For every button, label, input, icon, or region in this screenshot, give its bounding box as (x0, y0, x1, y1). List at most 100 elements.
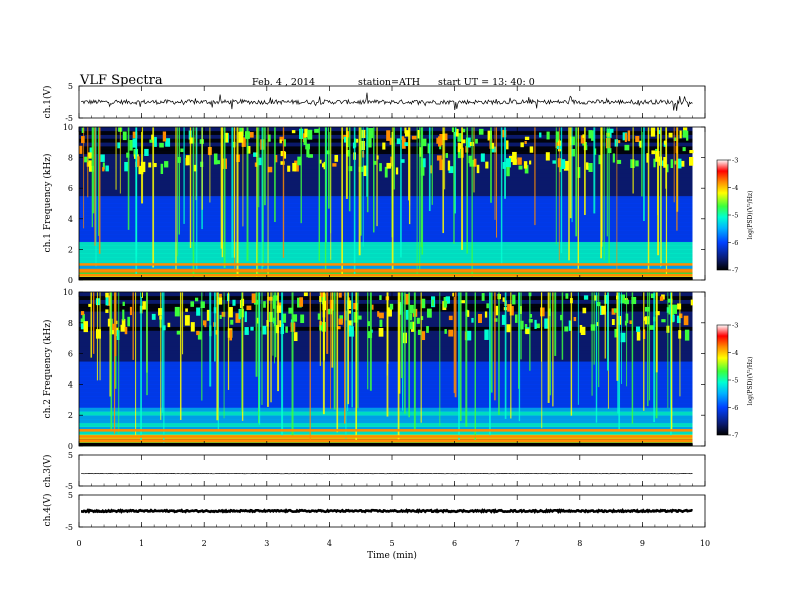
ch1-spectrogram-lf-line (79, 269, 693, 272)
ch1-spectrogram-sferic (178, 127, 180, 235)
ch2-spectrogram-speckle (244, 327, 249, 335)
ch2-spectrogram-speckle (452, 292, 455, 297)
ch2-spectrogram-speckle (481, 293, 485, 301)
ch1-spectrogram-sferic (442, 127, 445, 234)
ch2-spectrogram-speckle (564, 326, 569, 332)
ch2-spectrogram-sferic (357, 292, 359, 409)
ch2-spectrogram-speckle (431, 299, 434, 306)
ch1-spectrogram-speckle (102, 162, 105, 170)
ch2-spectrogram-speckle (529, 314, 533, 318)
ch2-spectrogram-speckle (590, 324, 596, 331)
ch1-spectrogram-speckle (267, 166, 273, 173)
ch2-spectrogram-speckle (230, 319, 234, 325)
ch2-spectrogram-sferic (474, 292, 476, 442)
ch2-spectrogram-lf-line (79, 439, 693, 443)
ch2-spectrogram-speckle (263, 301, 266, 308)
ch2-spectrogram-sferic (459, 292, 462, 421)
ch2-spectrogram-sferic (140, 292, 142, 441)
ch2-spectrogram-speckle (122, 301, 125, 307)
ch2-spectrogram-speckle (190, 322, 195, 332)
ch1-spectrogram-sferic (209, 127, 211, 203)
ch1-spectrogram-sferic (94, 127, 97, 246)
ch1-spectrogram-speckle (382, 142, 386, 150)
ch2-spectrogram-freq-band (79, 357, 693, 362)
ch1-spectrogram-freq-band (79, 199, 693, 204)
ch2-spectrogram-speckle (219, 293, 222, 298)
ch1-spectrogram-speckle (105, 165, 109, 172)
ch1-spectrogram-ytick-label: 8 (68, 154, 73, 163)
ch2-spectrogram-sferic (618, 292, 621, 432)
ch1-spectrogram-speckle (506, 140, 509, 150)
ch2-spectrogram-speckle (235, 313, 241, 323)
ch1-spectrogram-speckle (439, 143, 442, 150)
ch1-spectrogram-freq-band (79, 146, 693, 151)
ch1-spectrogram-speckle (193, 164, 198, 172)
ch1-spectrogram-freq-band (79, 207, 693, 212)
ch2-spectrogram-sferic (270, 292, 272, 403)
ch1-spectrogram-speckle (429, 165, 433, 174)
ch1-spectrogram-speckle (563, 160, 569, 171)
ch1-spectrogram-sferic (233, 127, 235, 258)
ch2-spectrogram-speckle (378, 327, 384, 337)
ch1-spectrogram-sferic (83, 127, 85, 229)
ch1-spectrogram-speckle (138, 165, 144, 175)
ch2-spectrogram-sferic (163, 292, 165, 446)
ch1-spectrogram-speckle (605, 137, 611, 149)
ch2-spectrogram-speckle (88, 303, 92, 307)
ch1-spectrogram-sferic (408, 127, 409, 201)
ch1-spectrogram-speckle (401, 136, 405, 140)
ch1-spectrogram-speckle (555, 139, 560, 149)
ch2-spectrogram-freq-band (79, 303, 693, 308)
ch2-spectrogram-sferic (109, 292, 112, 397)
ch2-spectrogram-sferic (161, 292, 164, 413)
ch2-spectrogram-speckle (405, 309, 409, 320)
ch1-spectrogram-speckle (475, 138, 478, 144)
ch1-spectrogram-speckle (122, 131, 127, 141)
ch2-spectrogram-sferic (291, 292, 294, 437)
ch2-spectrogram-speckle (293, 332, 298, 342)
ch1-spectrogram-speckle (314, 128, 319, 133)
ch1-spectrogram-speckle (88, 165, 94, 172)
ch1-spectrogram-speckle (630, 159, 635, 168)
ch2-spectrogram-freq-band (79, 380, 693, 385)
ch2-spectrogram-sferic (261, 292, 263, 405)
ch1-spectrogram-speckle (466, 137, 471, 148)
ch2-spectrogram-speckle (319, 325, 324, 331)
ch2-spectrogram-sferic (272, 292, 274, 356)
ch2-spectrogram-sferic (330, 292, 331, 410)
ch2-spectrogram-speckle (421, 331, 426, 341)
ch2-spectrogram-sferic (454, 292, 457, 398)
ch1-spectrogram-speckle (279, 136, 284, 141)
ch2-spectrogram-sferic (214, 292, 216, 362)
ch1-spectrogram-speckle (658, 130, 661, 135)
ch2-spectrogram-speckle (176, 330, 181, 335)
ch1-spectrogram-sferic (431, 127, 433, 205)
ch1-spectrogram-speckle (402, 138, 406, 149)
colorbar1-label: log(PSD)(V²/Hz) (747, 191, 754, 240)
ch2-spectrogram-speckle (379, 319, 383, 327)
ch2-spectrogram-sferic (549, 292, 551, 396)
ch2-spectrogram-sferic (241, 292, 244, 421)
ch1-spectrogram-speckle (86, 160, 92, 167)
ch1-spectrogram-speckle (129, 139, 133, 151)
ch2-spectrogram-freq-band (79, 388, 693, 393)
ch2-spectrogram-speckle (679, 313, 683, 319)
ch1-spectrogram-speckle (323, 161, 327, 170)
ch1-spectrogram-sferic (175, 127, 177, 270)
ch1-spectrogram-sferic (444, 127, 446, 190)
ch1-spectrogram-sferic (91, 127, 93, 228)
ch1-spectrogram-sferic (135, 127, 138, 275)
ch2-spectrogram-freq-band (79, 326, 693, 331)
ch2-spectrogram-freq-band (79, 372, 693, 377)
ch2-spectrogram-speckle (620, 332, 626, 343)
ch2-spectrogram-colorbar-tick-label: -5 (732, 377, 738, 385)
ch2-spectrogram-speckle (200, 301, 205, 309)
ch1-spectrogram-speckle (650, 127, 656, 137)
ch1-trace (80, 92, 693, 111)
ch1-spectrogram-speckle (689, 156, 694, 166)
ch2-spectrogram-freq-band (79, 430, 693, 435)
ch1-spectrogram-speckle (368, 128, 374, 139)
ch1-spectrogram-sferic (571, 127, 573, 223)
ch1-spectrogram-freq-band (79, 249, 693, 254)
ch1-spectrogram-freq-band (79, 245, 693, 250)
